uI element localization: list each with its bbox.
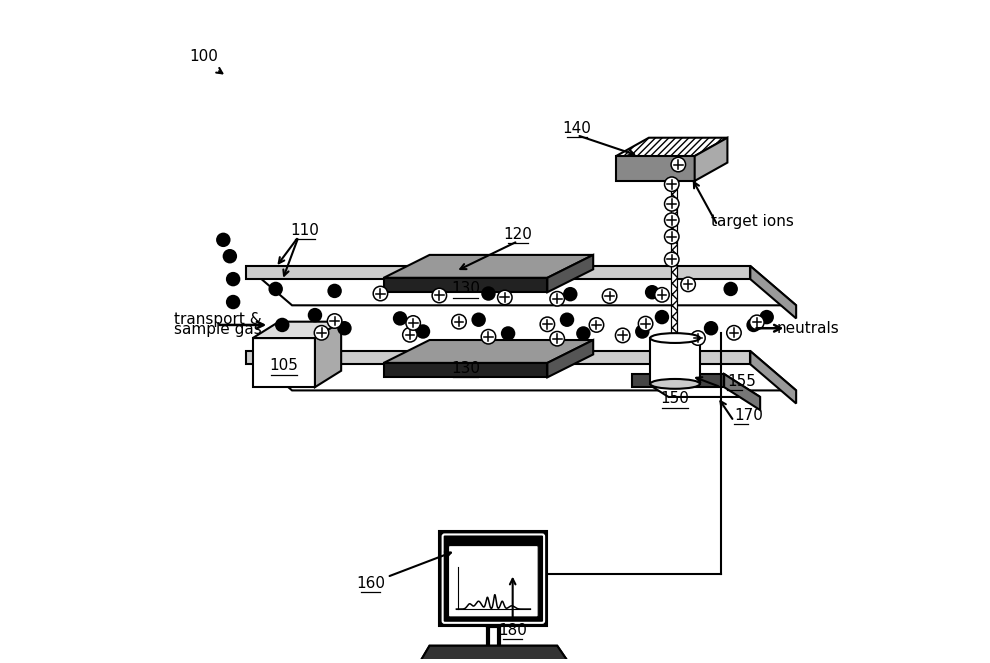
Circle shape	[373, 286, 388, 301]
Circle shape	[328, 314, 342, 328]
Text: 100: 100	[189, 49, 218, 64]
Circle shape	[328, 284, 342, 298]
FancyBboxPatch shape	[443, 534, 545, 623]
Polygon shape	[247, 266, 796, 306]
Text: 130: 130	[451, 282, 480, 296]
Text: sample gas: sample gas	[174, 322, 262, 337]
Circle shape	[602, 289, 617, 304]
Text: 130: 130	[451, 361, 480, 376]
Circle shape	[498, 290, 512, 305]
Polygon shape	[616, 138, 728, 156]
Circle shape	[724, 282, 738, 296]
Circle shape	[403, 328, 417, 342]
Polygon shape	[547, 255, 593, 292]
Polygon shape	[252, 322, 342, 338]
Circle shape	[664, 213, 679, 227]
Polygon shape	[695, 138, 728, 181]
Polygon shape	[384, 278, 547, 292]
Polygon shape	[633, 374, 724, 387]
Polygon shape	[247, 351, 796, 391]
Polygon shape	[616, 156, 695, 181]
Circle shape	[691, 331, 705, 345]
Text: 140: 140	[562, 121, 591, 136]
Polygon shape	[671, 156, 677, 387]
Circle shape	[223, 249, 237, 263]
Circle shape	[501, 326, 516, 341]
Polygon shape	[547, 340, 593, 377]
Circle shape	[268, 282, 283, 296]
Circle shape	[314, 326, 329, 340]
Circle shape	[559, 312, 574, 327]
Ellipse shape	[650, 379, 700, 389]
Polygon shape	[750, 266, 796, 318]
Circle shape	[275, 318, 289, 332]
Text: 110: 110	[291, 223, 320, 237]
Circle shape	[664, 177, 679, 192]
Circle shape	[671, 157, 685, 172]
Polygon shape	[633, 374, 760, 397]
Circle shape	[563, 287, 577, 302]
Polygon shape	[247, 266, 750, 279]
Circle shape	[541, 317, 554, 332]
Polygon shape	[421, 646, 567, 660]
Text: 120: 120	[504, 227, 533, 242]
Polygon shape	[247, 351, 750, 364]
Circle shape	[550, 332, 564, 346]
Circle shape	[654, 310, 669, 324]
Circle shape	[616, 328, 630, 343]
Polygon shape	[384, 363, 547, 377]
Circle shape	[481, 286, 496, 301]
FancyBboxPatch shape	[448, 546, 539, 617]
Circle shape	[576, 326, 591, 341]
Text: 160: 160	[356, 576, 385, 591]
Text: neutrals: neutrals	[776, 321, 840, 335]
Polygon shape	[252, 338, 315, 387]
Circle shape	[308, 308, 322, 322]
Circle shape	[393, 311, 407, 326]
Circle shape	[550, 292, 564, 306]
Circle shape	[654, 288, 669, 302]
Circle shape	[481, 330, 496, 344]
Circle shape	[432, 288, 446, 303]
Circle shape	[338, 321, 351, 335]
Text: 155: 155	[728, 374, 756, 389]
Text: transport &: transport &	[174, 312, 262, 328]
Circle shape	[226, 272, 241, 286]
Circle shape	[759, 310, 774, 324]
Polygon shape	[384, 340, 593, 363]
Circle shape	[746, 318, 761, 332]
Circle shape	[416, 324, 431, 339]
Circle shape	[727, 326, 742, 340]
Circle shape	[749, 315, 764, 330]
Text: 180: 180	[498, 623, 527, 638]
Text: 170: 170	[734, 408, 763, 423]
Circle shape	[681, 277, 695, 292]
Circle shape	[471, 312, 486, 327]
Circle shape	[639, 316, 652, 331]
Ellipse shape	[650, 333, 700, 343]
Polygon shape	[650, 338, 700, 384]
Circle shape	[704, 321, 719, 335]
Circle shape	[664, 229, 679, 244]
Circle shape	[664, 252, 679, 267]
Circle shape	[226, 295, 241, 309]
Polygon shape	[724, 374, 760, 410]
FancyBboxPatch shape	[440, 531, 547, 626]
Circle shape	[664, 197, 679, 211]
Circle shape	[635, 324, 649, 339]
Polygon shape	[384, 255, 593, 278]
Circle shape	[216, 233, 231, 247]
Circle shape	[589, 318, 604, 332]
Polygon shape	[421, 646, 567, 660]
Circle shape	[451, 314, 466, 329]
Text: target ions: target ions	[711, 214, 794, 229]
Polygon shape	[750, 351, 796, 404]
Text: 105: 105	[269, 358, 299, 373]
Circle shape	[406, 316, 421, 330]
Text: 150: 150	[660, 391, 689, 406]
Polygon shape	[315, 322, 342, 387]
Circle shape	[644, 285, 659, 300]
